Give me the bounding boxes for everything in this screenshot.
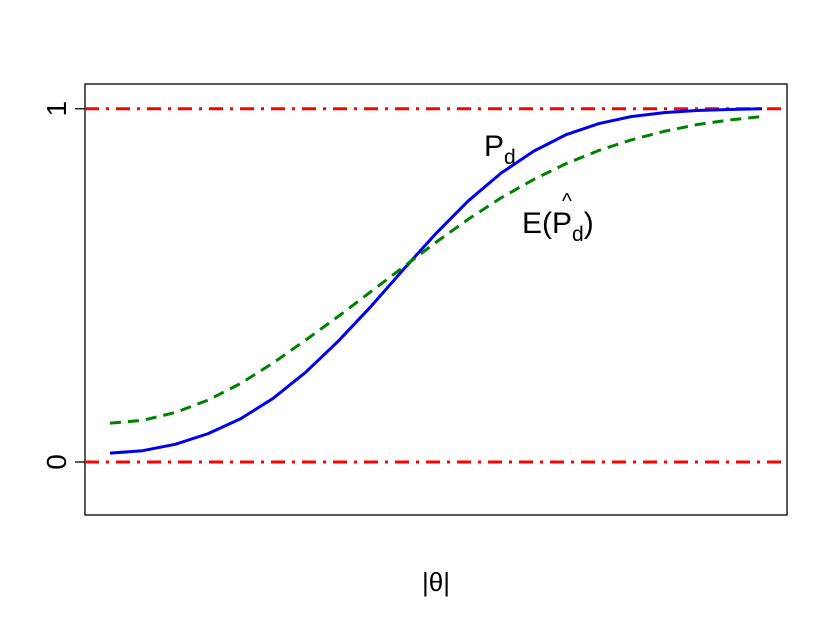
label-e-pd: E(Pd) — [522, 207, 594, 246]
series-line-pd — [109, 107, 763, 455]
series-lines — [109, 107, 763, 455]
reference-lines — [85, 107, 787, 464]
y-tick-label-1: 1 — [41, 101, 72, 117]
x-axis-label: |θ| — [422, 567, 450, 597]
label-pd: Pd — [484, 130, 516, 169]
y-axis: 01 — [41, 101, 85, 470]
y-tick-label-0: 0 — [41, 454, 72, 470]
series-line-e_pd — [109, 115, 763, 425]
label-e-pd-hat: ^ — [562, 190, 572, 213]
plot-frame — [84, 83, 788, 516]
